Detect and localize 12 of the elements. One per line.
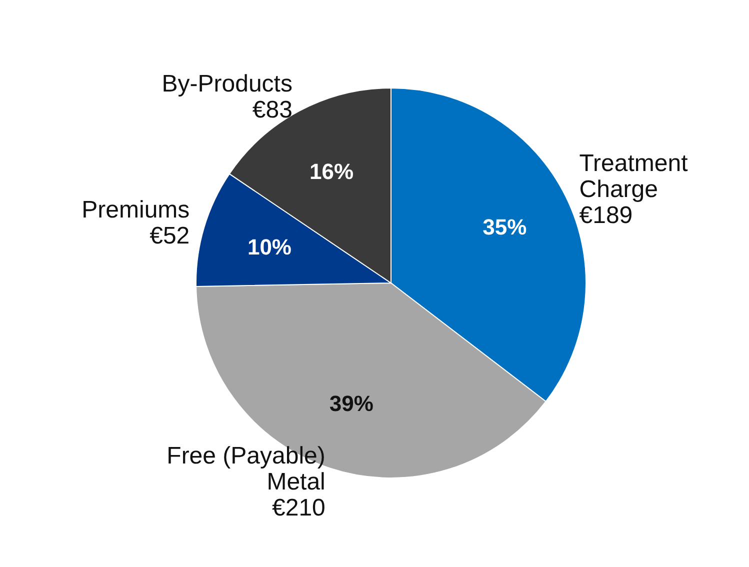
slice-label: By-Products — [162, 70, 292, 98]
slice-label: Treatment Charge — [579, 150, 688, 203]
text: 16% — [310, 158, 354, 184]
data-label: €210 — [272, 494, 326, 522]
text: 35% — [482, 214, 527, 240]
data-label: €189 — [579, 202, 633, 229]
data-label: €83 — [252, 96, 292, 124]
data-label: €52 — [150, 222, 190, 250]
slice-label: Premiums — [82, 196, 190, 224]
text: 39% — [329, 391, 374, 416]
text: 10% — [247, 234, 292, 260]
slice-label: Free (Payable) Metal — [166, 442, 326, 496]
